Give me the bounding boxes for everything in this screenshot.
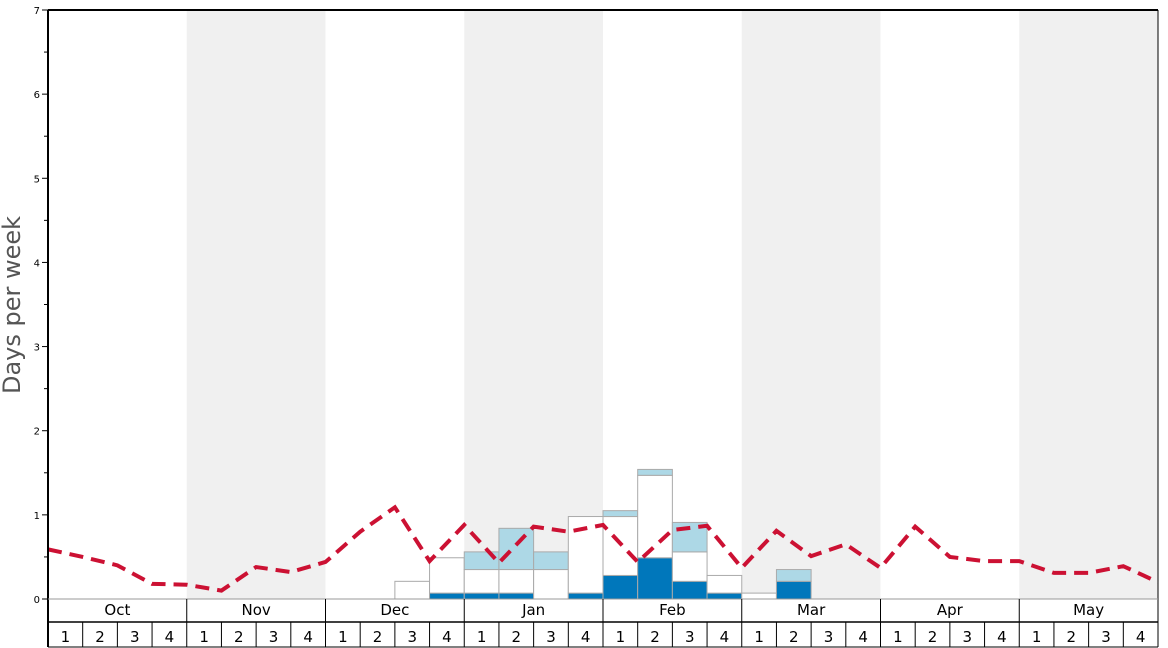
week-label: 3: [1101, 628, 1111, 646]
bar-white: [429, 557, 465, 594]
week-label: 3: [824, 628, 834, 646]
week-label: 4: [997, 628, 1007, 646]
week-label: 4: [1136, 628, 1146, 646]
bar-white: [463, 569, 500, 594]
month-label-nov: Nov: [241, 601, 270, 619]
average-line-layer: [47, 504, 1159, 593]
bar-dark: [498, 592, 535, 600]
bar-light: [533, 551, 569, 571]
week-label: 1: [893, 628, 903, 646]
week-label: 1: [338, 628, 348, 646]
week-label: 1: [477, 628, 487, 646]
bar-dark: [429, 592, 465, 600]
month-label-mar: Mar: [797, 601, 826, 619]
bar-light: [637, 468, 673, 476]
week-label: 1: [754, 628, 764, 646]
week-label: 3: [962, 628, 972, 646]
month-label-oct: Oct: [104, 601, 130, 619]
week-label: 3: [269, 628, 279, 646]
week-label: 2: [789, 628, 799, 646]
y-tick-label: 6: [34, 90, 40, 101]
month-band-jan: [464, 10, 603, 599]
month-label-apr: Apr: [937, 601, 964, 619]
month-bands: [186, 10, 1158, 599]
week-label: 2: [95, 628, 105, 646]
plot-frame: [47, 9, 1159, 647]
week-label: 4: [165, 628, 175, 646]
bar-light: [775, 569, 812, 582]
month-label-feb: Feb: [659, 601, 686, 619]
month-label-jan: Jan: [521, 601, 545, 619]
week-label: 2: [512, 628, 522, 646]
y-tick-label: 4: [34, 258, 40, 269]
bar-white: [706, 574, 743, 594]
bar-dark: [637, 557, 673, 600]
week-label: 3: [546, 628, 556, 646]
week-label: 1: [1032, 628, 1042, 646]
week-label: 4: [720, 628, 730, 646]
y-tick-label: 1: [34, 511, 40, 522]
y-tick-label: 7: [34, 6, 40, 17]
bar-light: [602, 510, 639, 518]
week-label: 4: [581, 628, 591, 646]
bar-white: [637, 474, 673, 559]
week-label: 1: [616, 628, 626, 646]
week-label: 2: [928, 628, 938, 646]
bar-dark: [775, 580, 812, 600]
week-label: 2: [1067, 628, 1077, 646]
month-band-nov: [186, 10, 326, 599]
week-label: 3: [407, 628, 417, 646]
week-label: 2: [650, 628, 660, 646]
month-label-may: May: [1073, 601, 1104, 619]
week-label: 3: [685, 628, 695, 646]
bar-white: [394, 580, 431, 600]
week-label: 3: [130, 628, 140, 646]
x-axis: Oct Nov Dec Jan Feb Mar Apr May 1 2 3 4 1 2 3 4 1 2 3 4 1 2 3 4…: [48, 599, 1158, 648]
bar-dark: [567, 592, 604, 600]
week-label: 2: [373, 628, 383, 646]
average-line: [47, 504, 1159, 593]
bar-white: [533, 569, 569, 600]
y-tick-label: 5: [34, 174, 40, 185]
y-axis-label: Days per week: [0, 216, 26, 394]
bar-light: [498, 527, 535, 571]
month-band-may: [1019, 10, 1158, 599]
bar-dark: [463, 592, 500, 600]
bar-dark: [671, 580, 708, 600]
y-tick-label: 0: [34, 595, 40, 606]
week-label: 1: [61, 628, 71, 646]
bar-white: [498, 569, 535, 594]
month-band-mar: [741, 10, 881, 599]
bar-white: [671, 551, 708, 582]
month-label-dec: Dec: [380, 601, 409, 619]
week-label: 4: [442, 628, 452, 646]
y-tick-label: 2: [34, 427, 40, 438]
week-label: 1: [199, 628, 209, 646]
y-tick-label: 3: [34, 343, 40, 354]
y-axis: 0 1 2 3 4 5 6 7: [34, 6, 48, 606]
week-label: 4: [858, 628, 868, 646]
bar-dark: [706, 592, 743, 600]
bar-dark: [602, 574, 639, 600]
week-label: 4: [303, 628, 313, 646]
bar-white: [741, 592, 777, 600]
week-label: 2: [234, 628, 244, 646]
